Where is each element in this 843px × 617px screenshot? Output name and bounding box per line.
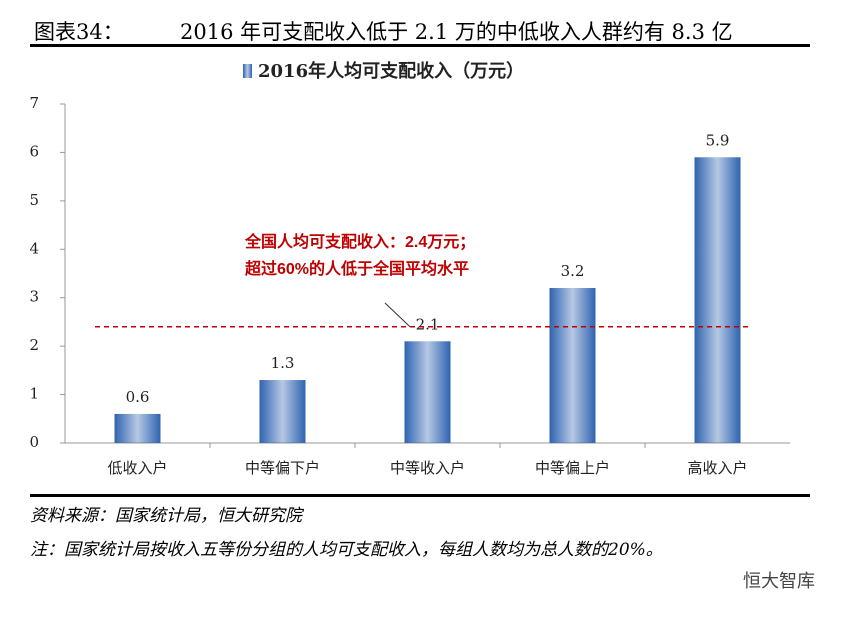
y-tick-label: 5	[29, 191, 39, 209]
y-tick-label: 4	[29, 239, 39, 257]
y-tick-label: 6	[29, 142, 39, 160]
legend-swatch	[243, 64, 252, 78]
chart-title: 2016 年可支配收入低于 2.1 万的中低收入人群约有 8.3 亿	[180, 20, 733, 44]
bar	[259, 380, 306, 443]
annotation-arrow	[384, 302, 411, 328]
x-tick-label: 高收入户	[687, 460, 747, 477]
header: 图表34： 2016 年可支配收入低于 2.1 万的中低收入人群约有 8.3 亿	[30, 12, 810, 47]
y-tick-label: 3	[29, 288, 39, 306]
x-tick-label: 低收入户	[107, 460, 167, 477]
note: 注：国家统计局按收入五等份分组的人均可支配收入，每组人数均为总人数的20%。	[30, 540, 663, 560]
annotation: 全国人均可支配收入：2.4万元；	[244, 232, 475, 251]
source: 资料来源：国家统计局，恒大研究院	[30, 506, 302, 526]
bar	[114, 413, 161, 443]
x-tick-label: 中等偏上户	[535, 459, 610, 477]
legend-label: 2016年人均可支配收入（万元）	[258, 60, 524, 82]
figure-label: 图表34：	[34, 20, 124, 44]
y-tick-label: 1	[29, 385, 39, 403]
bar	[404, 341, 451, 443]
y-tick-label: 0	[29, 433, 39, 451]
y-tick-label: 7	[29, 94, 39, 112]
value-label: 0.6	[126, 388, 150, 406]
bar	[694, 157, 741, 443]
footer: 资料来源：国家统计局，恒大研究院 注：国家统计局按收入五等份分组的人均可支配收入…	[30, 494, 810, 567]
value-label: 1.3	[271, 354, 295, 372]
bar	[549, 288, 596, 443]
value-label: 5.9	[706, 131, 730, 149]
watermark: 恒大智库	[743, 571, 815, 592]
value-label: 2.1	[416, 315, 440, 333]
x-tick-label: 中等收入户	[390, 459, 465, 477]
value-label: 3.2	[561, 262, 585, 280]
annotation: 超过60%的人低于全国平均水平	[244, 259, 469, 278]
chart: 2016年人均可支配收入（万元） 0 1 2 3 4 5 6 7 低收入户 0.6 中等偏下户 1.3 中…	[29, 60, 790, 477]
y-tick-label: 2	[29, 336, 39, 354]
x-tick-label: 中等偏下户	[245, 459, 320, 477]
